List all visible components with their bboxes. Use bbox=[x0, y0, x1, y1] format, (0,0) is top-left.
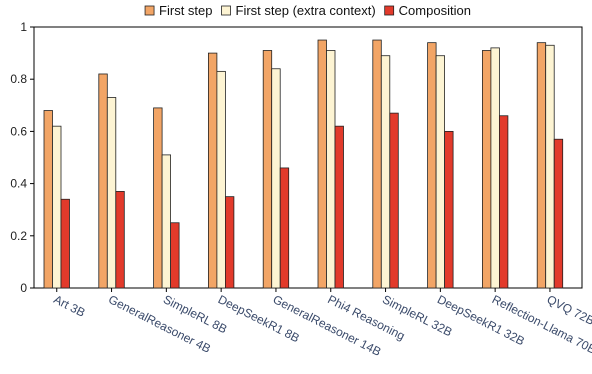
bar-first-step bbox=[372, 39, 382, 289]
legend-label: First step bbox=[159, 3, 212, 18]
y-tick-label: 0 bbox=[20, 281, 27, 295]
bar-first-step bbox=[207, 52, 218, 289]
bar-composition bbox=[334, 125, 344, 289]
bar-first-step-extra-context bbox=[490, 47, 500, 289]
y-axis: 0 0.2 0.4 0.6 0.8 1 bbox=[10, 20, 34, 295]
y-tick-label: 0.8 bbox=[10, 72, 27, 86]
bar-composition bbox=[444, 130, 454, 289]
bar-first-step-extra-context bbox=[161, 154, 172, 289]
y-tick-label: 0.2 bbox=[10, 229, 27, 243]
category-label: Art 3B bbox=[51, 292, 87, 320]
legend-label: First step (extra context) bbox=[236, 3, 376, 18]
legend-label: Composition bbox=[399, 3, 471, 18]
plot-frame bbox=[33, 26, 583, 289]
bar-composition bbox=[60, 198, 70, 289]
bar-first-step-extra-context bbox=[435, 55, 446, 289]
bars bbox=[43, 39, 564, 289]
y-tick-label: 0.4 bbox=[10, 177, 27, 191]
bar-composition bbox=[498, 115, 509, 289]
bar-first-step bbox=[153, 107, 163, 289]
bar-first-step bbox=[98, 73, 108, 289]
bar-composition bbox=[224, 196, 235, 289]
bar-first-step-extra-context bbox=[326, 50, 336, 289]
legend: First step First step (extra context) Comp… bbox=[144, 3, 471, 18]
bar-composition bbox=[170, 222, 180, 289]
bar-composition bbox=[279, 167, 290, 289]
legend-swatch bbox=[221, 5, 231, 16]
bar-first-step-extra-context bbox=[106, 97, 117, 289]
bar-first-step bbox=[536, 42, 547, 289]
bar-first-step bbox=[43, 110, 53, 289]
bar-first-step-extra-context bbox=[216, 70, 226, 289]
bar-first-step bbox=[317, 39, 327, 289]
bar-first-step-extra-context bbox=[380, 55, 391, 289]
bar-first-step-extra-context bbox=[545, 44, 555, 289]
bar-first-step bbox=[427, 42, 437, 289]
bar-first-step-extra-context bbox=[52, 125, 62, 289]
bar-composition bbox=[115, 191, 125, 289]
legend-swatch bbox=[384, 5, 395, 16]
bar-first-step bbox=[481, 50, 492, 289]
bar-first-step bbox=[262, 50, 273, 289]
bar-composition bbox=[553, 138, 564, 289]
bar-composition bbox=[389, 112, 399, 289]
y-tick-label: 0.6 bbox=[10, 124, 27, 138]
y-tick-label: 1 bbox=[20, 20, 27, 34]
category-label: GeneralReasoner 4B bbox=[106, 292, 213, 356]
legend-swatch bbox=[144, 5, 155, 16]
bar-first-step-extra-context bbox=[271, 68, 281, 289]
